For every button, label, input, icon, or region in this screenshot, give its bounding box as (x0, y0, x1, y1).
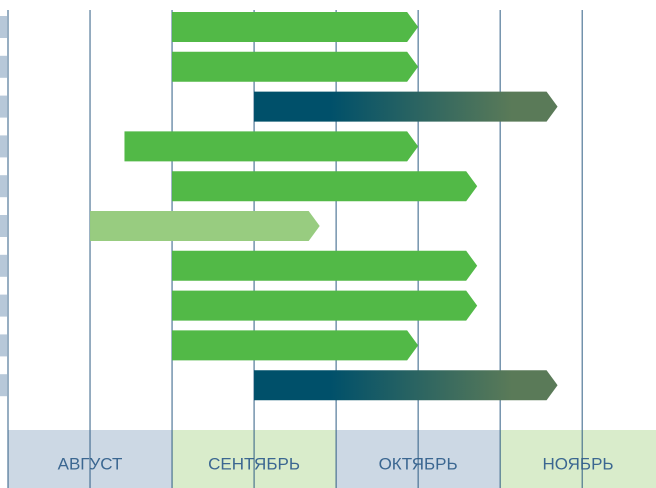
row-stub (0, 95, 7, 118)
row-stub (0, 55, 7, 78)
row-stub (0, 334, 7, 357)
bar (172, 290, 478, 321)
bar (172, 12, 419, 42)
row-stub (0, 215, 7, 237)
row-stub (0, 175, 7, 198)
bar (172, 51, 419, 82)
row-stub (0, 254, 7, 277)
bar (172, 171, 478, 202)
bar (172, 250, 478, 281)
month-band (500, 430, 656, 488)
row-stub (0, 374, 7, 397)
bar (254, 91, 558, 122)
bar (254, 370, 558, 401)
month-label: НОЯБРЬ (543, 454, 614, 473)
axis-stub (0, 430, 8, 488)
row-stub (0, 294, 7, 317)
bar (124, 131, 419, 162)
row-stub (0, 135, 7, 158)
bar (172, 330, 419, 361)
row-stub (0, 16, 7, 38)
bar (90, 211, 320, 241)
